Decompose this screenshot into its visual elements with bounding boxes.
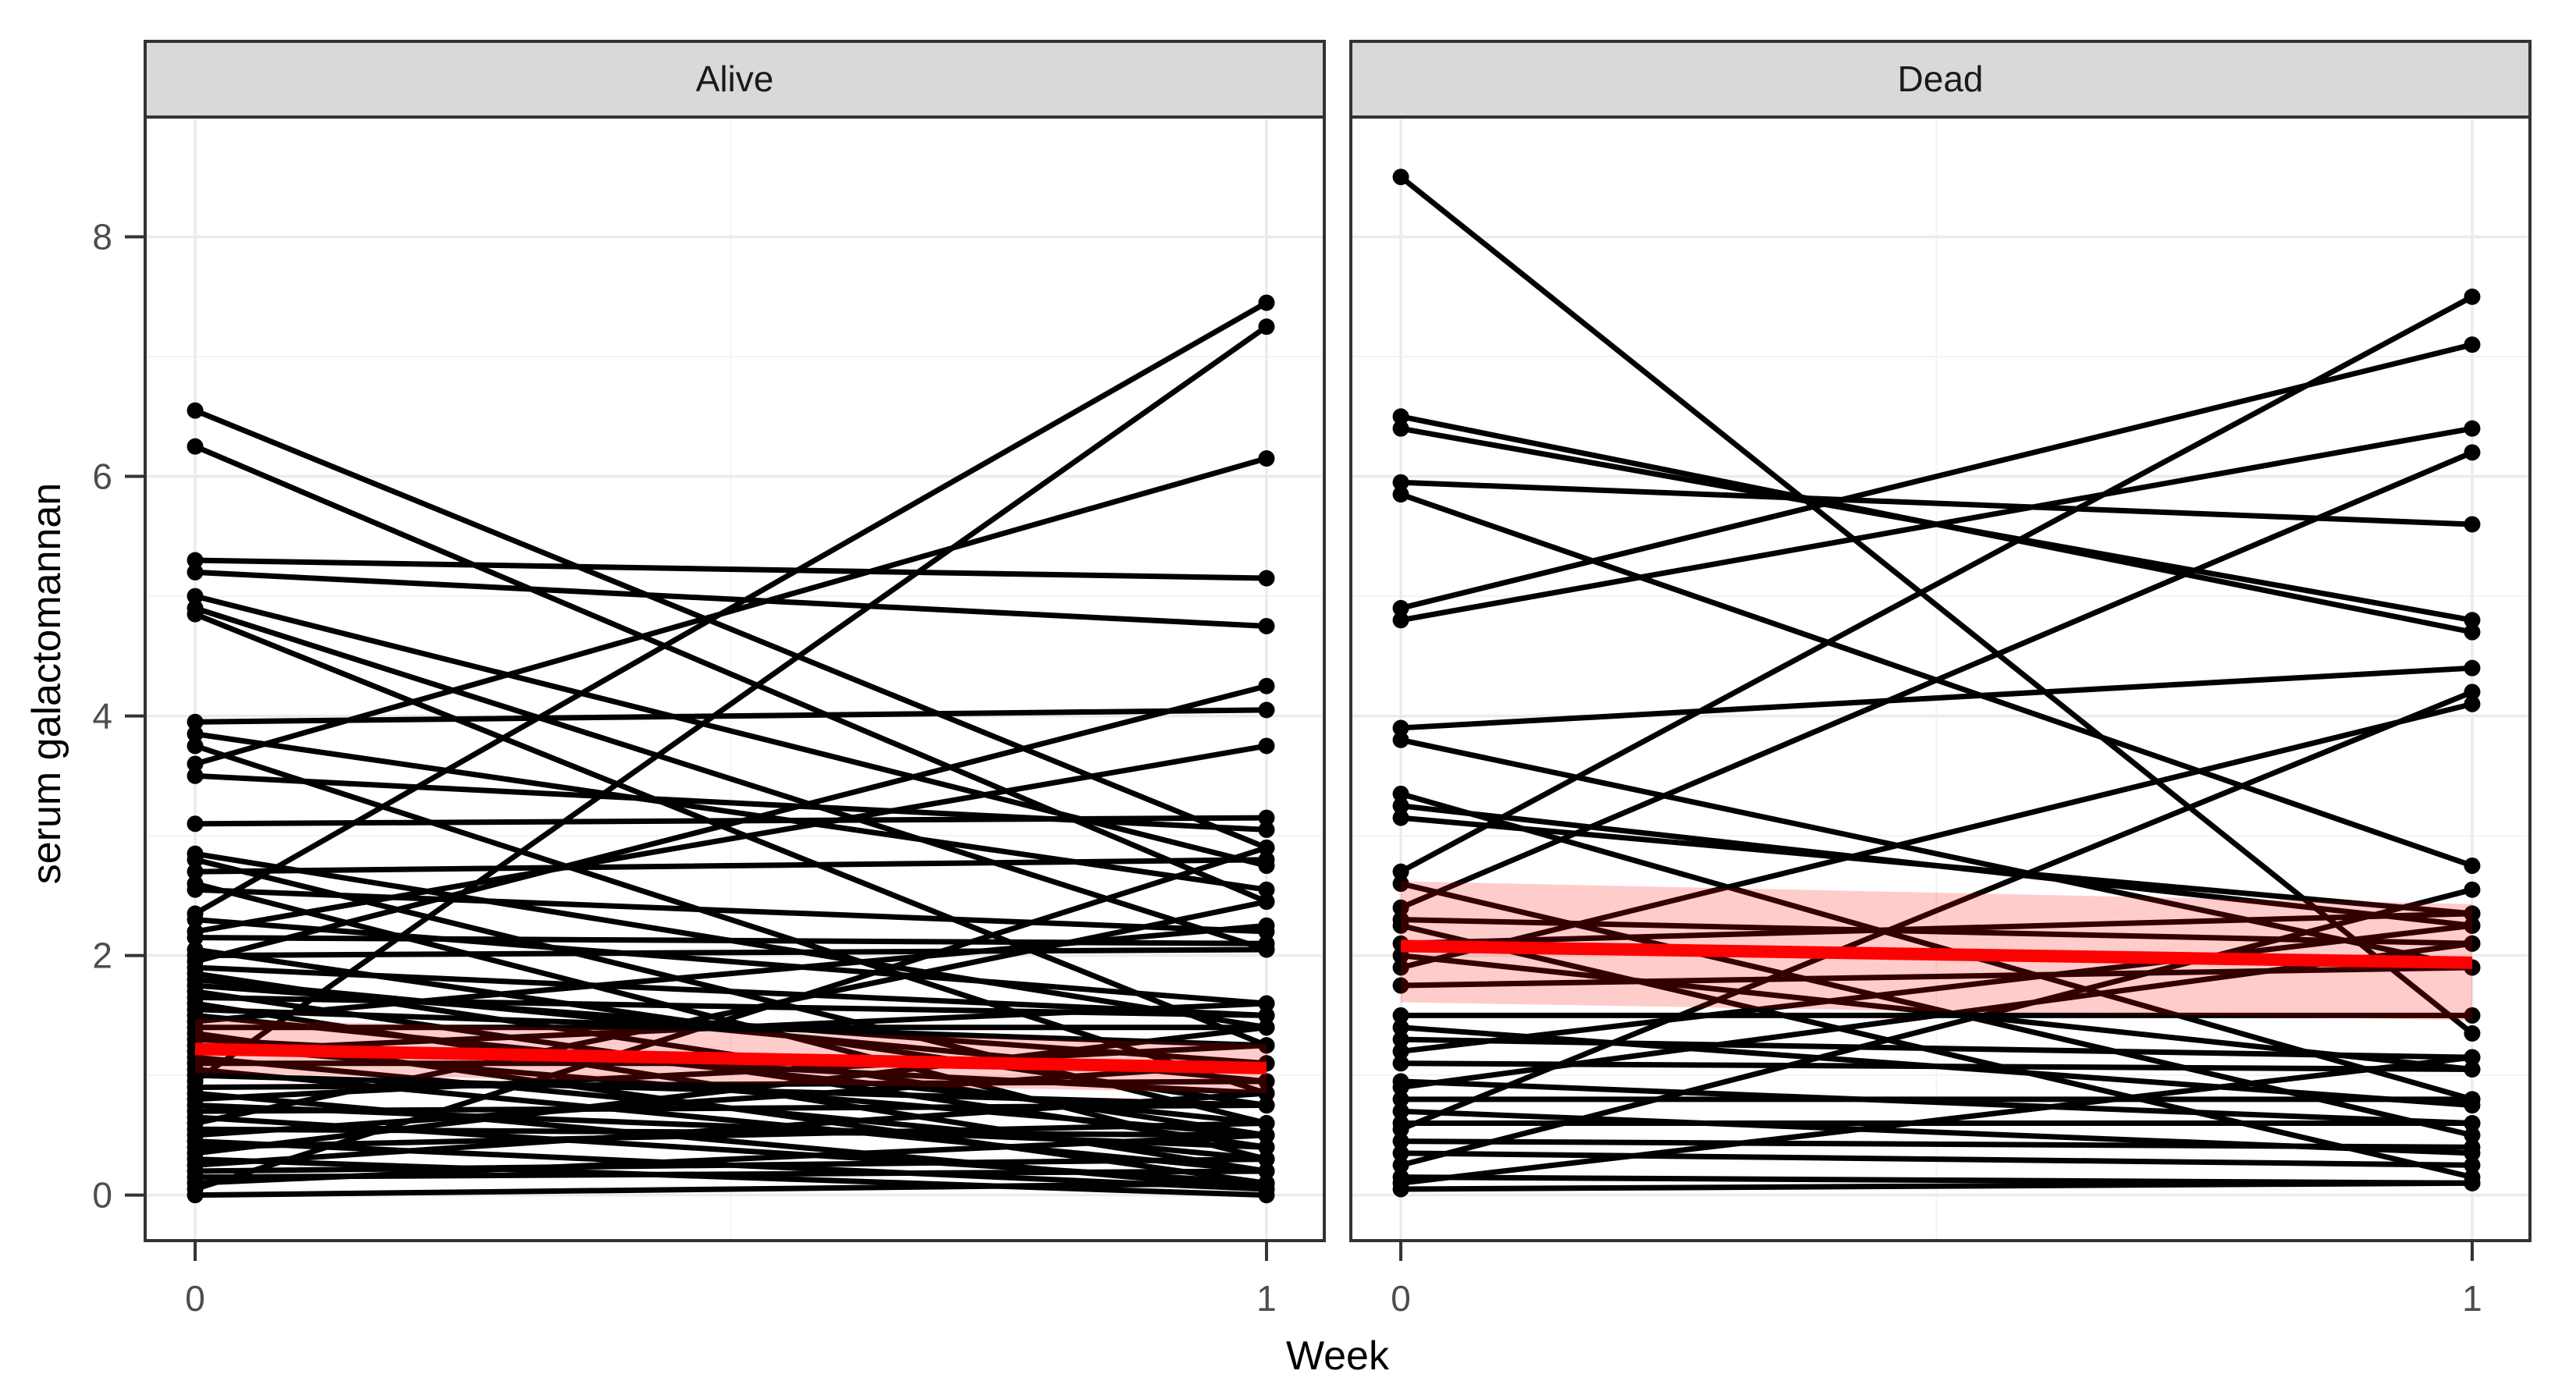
facet-strip-alive-label: Alive <box>695 59 774 99</box>
y-tick-label: 2 <box>92 936 112 976</box>
x-tick-label: 0 <box>1391 1278 1411 1319</box>
x-tick-label: 1 <box>1256 1278 1277 1319</box>
y-axis-title: serum galactomannan <box>24 482 69 885</box>
facet-panel-alive <box>187 294 1275 1204</box>
y-tick-label: 8 <box>92 217 112 257</box>
x-tick-label: 0 <box>185 1278 205 1319</box>
y-tick-label: 0 <box>92 1175 112 1216</box>
y-tick-label: 4 <box>92 696 112 737</box>
facet-strip-dead: Dead <box>1351 41 2530 117</box>
facet-panel-dead <box>1392 169 2481 1198</box>
x-axis-title: Week <box>1286 1333 1389 1379</box>
facet-strip-alive: Alive <box>145 41 1324 117</box>
x-tick-label: 1 <box>2462 1278 2482 1319</box>
facet-strip-dead-label: Dead <box>1897 59 1984 99</box>
y-tick-label: 6 <box>92 456 112 497</box>
